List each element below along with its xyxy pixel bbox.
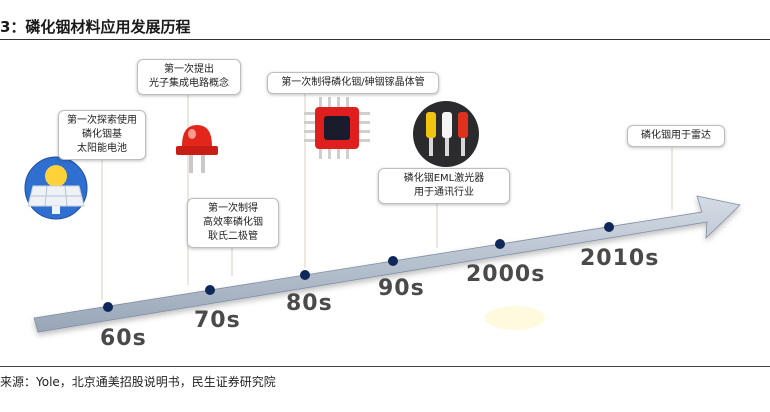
event-box-solar-cell: 第一次探索使用 磷化铟基 太阳能电池 [58,110,146,160]
rca-cable-icon [413,101,479,167]
timeline-arrow [33,195,741,333]
glow-decoration [485,306,545,330]
dot-70s [205,285,215,295]
era-label-2000s: 2000s [466,262,546,287]
figure-title: 3：磷化铟材料应用发展历程 [0,18,191,36]
chip-icon [304,97,370,159]
dot-2000s [495,239,505,249]
bottom-divider [0,366,770,367]
siren-icon [176,125,218,173]
event-box-transistor: 第一次制得磷化铟/砷铟镓晶体管 [267,72,439,94]
top-divider [0,39,770,40]
event-box-gunn-diode: 第一次制得 高效率磷化铟 耿氏二极管 [187,198,279,248]
dot-2010s [604,222,614,232]
solar-panel-icon [24,156,88,220]
event-box-radar: 磷化铟用于雷达 [627,125,725,147]
era-label-80s: 80s [286,291,333,316]
timeline-diagram [24,90,741,333]
dot-60s [103,302,113,312]
era-label-70s: 70s [194,308,241,333]
era-label-60s: 60s [100,326,147,351]
event-box-eml-laser: 磷化铟EML激光器 用于通讯行业 [378,168,510,204]
dot-80s [300,270,310,280]
dot-90s [388,256,398,266]
era-label-90s: 90s [378,276,425,301]
event-box-photonic-ic: 第一次提出 光子集成电路概念 [137,59,241,95]
timeline-dots [103,222,614,312]
source-note: 来源：Yole，北京通美招股说明书，民生证券研究院 [0,375,276,389]
era-label-2010s: 2010s [580,246,660,271]
